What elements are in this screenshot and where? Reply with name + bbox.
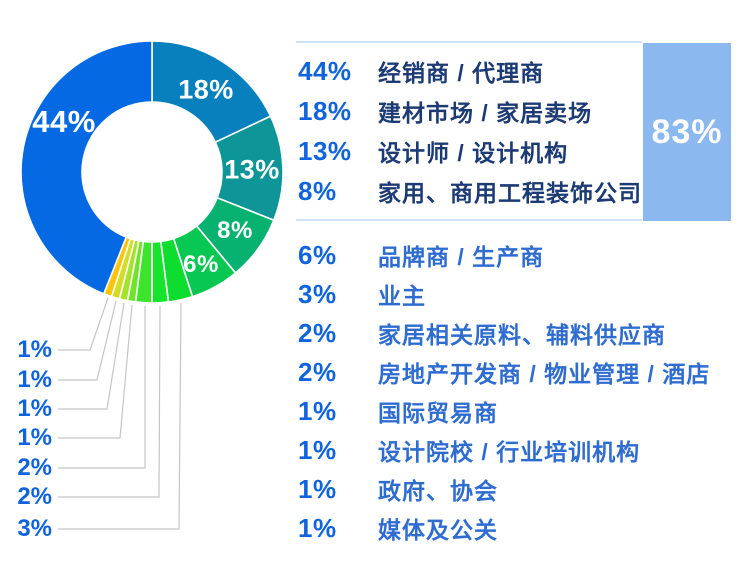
ring-label-6pct: 6% xyxy=(183,251,219,278)
donut-slices xyxy=(20,40,284,304)
legend-pct: 2% xyxy=(298,317,337,348)
ring-label-8pct: 8% xyxy=(217,217,253,244)
callout-label: 1% xyxy=(17,424,52,451)
ring-label-13pct: 13% xyxy=(224,154,280,185)
legend-pct: 2% xyxy=(298,356,337,387)
legend-row: 18% 建材市场 / 家居卖场 xyxy=(298,95,592,127)
ring-label-44pct: 44% xyxy=(32,104,96,139)
leader-line xyxy=(58,304,133,439)
legend-row: 13% 设计师 / 设计机构 xyxy=(298,135,568,167)
legend-label: 建材市场 / 家居卖场 xyxy=(378,100,593,126)
pie-slice-44pct xyxy=(20,40,153,295)
legend-row: 2% 家居相关原料、辅料供应商 xyxy=(298,317,666,349)
highlight-83-value: 83% xyxy=(651,112,723,151)
ring-label-18pct: 18% xyxy=(178,74,234,105)
legend-label: 经销商 / 代理商 xyxy=(378,60,545,86)
legend-label: 房地产开发商 / 物业管理 / 酒店 xyxy=(378,361,711,387)
legend-pct: 3% xyxy=(298,278,337,309)
legend-pct: 1% xyxy=(298,434,337,465)
legend-label: 政府、协会 xyxy=(378,478,498,504)
legend-pct: 6% xyxy=(298,239,337,270)
legend-label: 设计师 / 设计机构 xyxy=(378,140,569,166)
legend-row: 1% 国际贸易商 xyxy=(298,395,498,427)
callout-label: 1% xyxy=(17,395,52,422)
legend-row: 1% 政府、协会 xyxy=(298,473,498,505)
legend-label: 品牌商 / 生产商 xyxy=(378,244,545,270)
legend-pct: 13% xyxy=(298,135,352,166)
callout-label: 2% xyxy=(17,454,52,481)
legend-pct: 44% xyxy=(298,55,352,86)
legend-row: 1% 媒体及公关 xyxy=(298,512,498,544)
legend-pct: 1% xyxy=(298,473,337,504)
divider-line-top xyxy=(296,41,642,43)
legend-label: 媒体及公关 xyxy=(378,517,498,543)
leader-line xyxy=(58,305,161,498)
callout-label: 2% xyxy=(17,483,52,510)
legend-label: 业主 xyxy=(378,283,426,309)
legend-label: 家用、商用工程装饰公司 xyxy=(378,180,642,206)
legend-row: 6% 品牌商 / 生产商 xyxy=(298,239,544,271)
legend-row: 3% 业主 xyxy=(298,278,426,310)
leader-line xyxy=(58,302,182,530)
callout-label: 3% xyxy=(17,515,52,542)
leader-line xyxy=(58,297,109,351)
leader-lines xyxy=(58,297,182,530)
leader-line xyxy=(58,300,117,381)
legend-row: 1% 设计院校 / 行业培训机构 xyxy=(298,434,640,466)
legend-pct: 8% xyxy=(298,175,337,206)
legend-pct: 18% xyxy=(298,95,352,126)
legend-label: 家居相关原料、辅料供应商 xyxy=(378,322,666,348)
legend-pct: 1% xyxy=(298,395,337,426)
legend-row: 2% 房地产开发商 / 物业管理 / 酒店 xyxy=(298,356,710,388)
leader-line xyxy=(58,306,146,469)
legend-row: 44% 经销商 / 代理商 xyxy=(298,55,544,87)
legend-label: 国际贸易商 xyxy=(378,400,498,426)
leader-line xyxy=(58,302,125,410)
highlight-83-box: 83% xyxy=(643,43,731,221)
callout-label: 1% xyxy=(17,336,52,363)
legend-label: 设计院校 / 行业培训机构 xyxy=(378,439,641,465)
callout-label: 1% xyxy=(17,366,52,393)
divider-line-bottom xyxy=(296,219,642,221)
legend-row: 8% 家用、商用工程装饰公司 xyxy=(298,175,642,207)
legend-pct: 1% xyxy=(298,512,337,543)
